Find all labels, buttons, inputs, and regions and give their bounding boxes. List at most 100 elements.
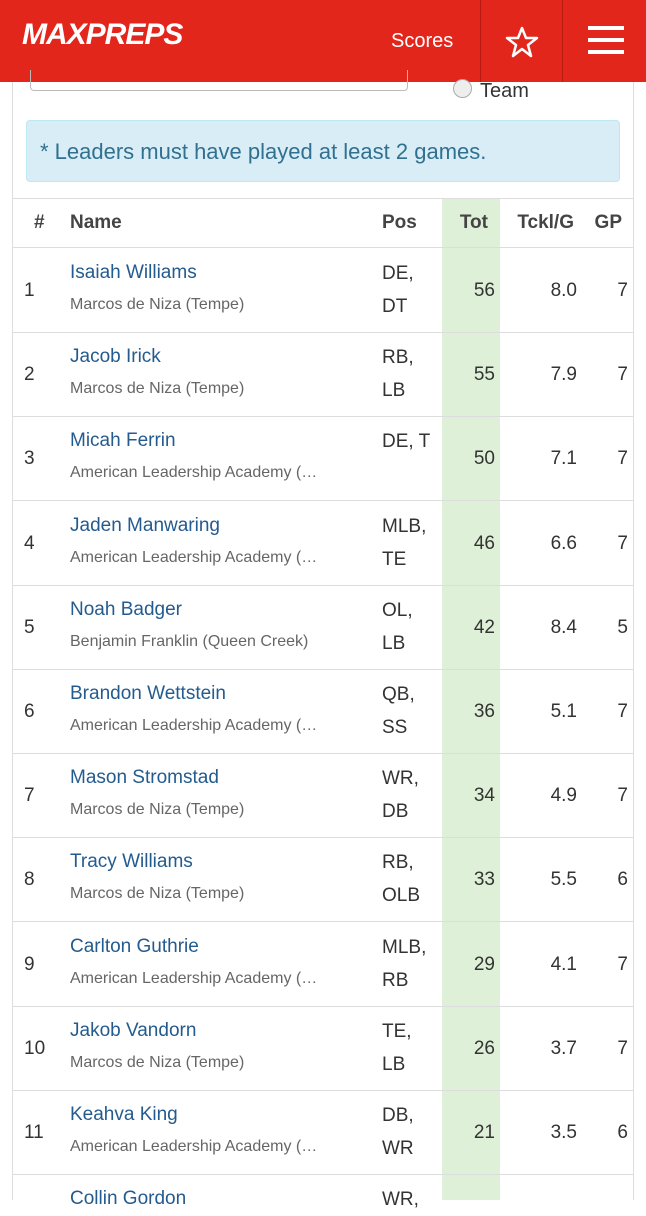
school: Marcos de Niza (Tempe) — [70, 296, 245, 313]
player-name[interactable]: Isaiah Williams — [70, 262, 197, 283]
games-played: 7 — [617, 1037, 628, 1059]
tackles-per-game: 3.5 — [550, 1122, 577, 1143]
player-name[interactable]: Micah Ferrin — [70, 430, 176, 452]
header: MAXPREPS Scores — [0, 0, 646, 82]
row-divider — [13, 668, 633, 670]
school: American Leadership Academy (… — [70, 1138, 318, 1155]
logo[interactable]: MAXPREPS — [22, 18, 183, 51]
position: RB, LB — [382, 347, 414, 402]
school: American Leadership Academy (… — [70, 548, 318, 566]
total: 50 — [473, 448, 495, 470]
tackles-per-game: 4.1 — [550, 953, 577, 975]
row-divider — [13, 1089, 633, 1091]
games-played: 6 — [617, 1122, 628, 1143]
school: American Leadership Academy (… — [70, 717, 318, 734]
rank: 8 — [24, 869, 35, 891]
row-divider — [13, 1174, 633, 1175]
player-name[interactable]: Jacob Irick — [70, 346, 161, 368]
tackles-per-game: 5.1 — [550, 701, 577, 722]
player-name[interactable]: Jakob Vandorn — [70, 1019, 197, 1041]
total: 46 — [473, 532, 495, 554]
school: Benjamin Franklin (Queen Creek) — [70, 632, 309, 650]
column-header: Tckl/G — [517, 212, 574, 233]
column-header: GP — [594, 212, 622, 233]
favorite-icon[interactable] — [505, 26, 539, 58]
games-played: 7 — [617, 448, 628, 470]
school: Marcos de Niza (Tempe) — [70, 801, 245, 819]
row-divider — [13, 198, 633, 199]
position: DB, WR — [382, 1105, 414, 1159]
total: 56 — [473, 280, 495, 301]
row-divider — [13, 837, 633, 839]
rank: 7 — [24, 785, 35, 807]
row-divider — [13, 1005, 633, 1007]
position: MLB, RB — [382, 936, 427, 991]
notice: * Leaders must have played at least 2 ga… — [26, 120, 620, 182]
total: 29 — [473, 953, 495, 975]
radio[interactable] — [453, 79, 472, 98]
row-divider — [13, 332, 633, 333]
tackles-per-game: 8.0 — [550, 280, 577, 301]
position: QB, SS — [382, 684, 415, 738]
column-header: Name — [70, 212, 122, 233]
rank: 1 — [24, 280, 35, 301]
games-played: 5 — [617, 616, 628, 638]
player-name[interactable]: Carlton Guthrie — [70, 935, 199, 957]
total: 26 — [473, 1037, 495, 1059]
school: American Leadership Academy (… — [70, 969, 318, 987]
column-header: Tot — [459, 212, 488, 233]
total: 33 — [473, 869, 495, 891]
divider — [480, 0, 481, 82]
total: 42 — [473, 616, 495, 638]
tackles-per-game: 4.9 — [550, 785, 577, 807]
row-divider — [13, 416, 633, 418]
position: WR, DB — [382, 768, 419, 823]
rank: 9 — [24, 953, 35, 975]
player-name[interactable]: Tracy Williams — [70, 851, 193, 873]
tackles-per-game: 5.5 — [550, 869, 577, 891]
tackles-per-game: 3.7 — [550, 1037, 577, 1059]
column-header: Pos — [382, 212, 417, 233]
games-played: 7 — [617, 364, 628, 386]
radio-label[interactable]: Team — [480, 80, 529, 102]
player-name[interactable]: Keahva King — [70, 1104, 178, 1125]
player-name[interactable]: Mason Stromstad — [70, 767, 219, 789]
rank: 11 — [24, 1122, 44, 1143]
column-header: # — [34, 212, 45, 233]
rank: 10 — [24, 1037, 46, 1059]
rank: 6 — [24, 701, 35, 722]
tackles-per-game: 6.6 — [550, 532, 577, 554]
games-played: 6 — [617, 869, 628, 891]
row-divider — [13, 921, 633, 923]
tackles-per-game: 7.9 — [550, 364, 577, 386]
position: TE, LB — [382, 1020, 412, 1075]
rank: 3 — [24, 448, 35, 470]
position: OL, LB — [382, 599, 413, 654]
row-divider — [13, 584, 633, 586]
school: Marcos de Niza (Tempe) — [70, 1053, 245, 1071]
player-name[interactable]: Jaden Manwaring — [70, 514, 220, 536]
scores-link[interactable]: Scores — [391, 30, 454, 52]
games-played: 7 — [617, 280, 628, 301]
total: 36 — [473, 701, 495, 722]
row-divider — [13, 500, 633, 502]
player-name[interactable]: Collin Gordon — [70, 1188, 187, 1210]
games-played: 7 — [617, 953, 628, 975]
school: American Leadership Academy (… — [70, 464, 318, 482]
player-name[interactable]: Noah Badger — [70, 598, 182, 620]
row-divider — [13, 247, 633, 248]
total: 21 — [473, 1122, 495, 1143]
rank: 4 — [24, 532, 35, 554]
menu-icon[interactable] — [588, 24, 624, 56]
games-played: 7 — [617, 701, 628, 722]
total: 34 — [473, 785, 495, 807]
search-input[interactable] — [30, 70, 408, 91]
position: DE, T — [382, 431, 431, 453]
player-name[interactable]: Brandon Wettstein — [70, 683, 226, 704]
games-played: 7 — [617, 785, 628, 807]
divider — [562, 0, 563, 82]
position: DE, DT — [382, 263, 414, 317]
school: Marcos de Niza (Tempe) — [70, 380, 245, 398]
tackles-per-game: 8.4 — [550, 616, 577, 638]
